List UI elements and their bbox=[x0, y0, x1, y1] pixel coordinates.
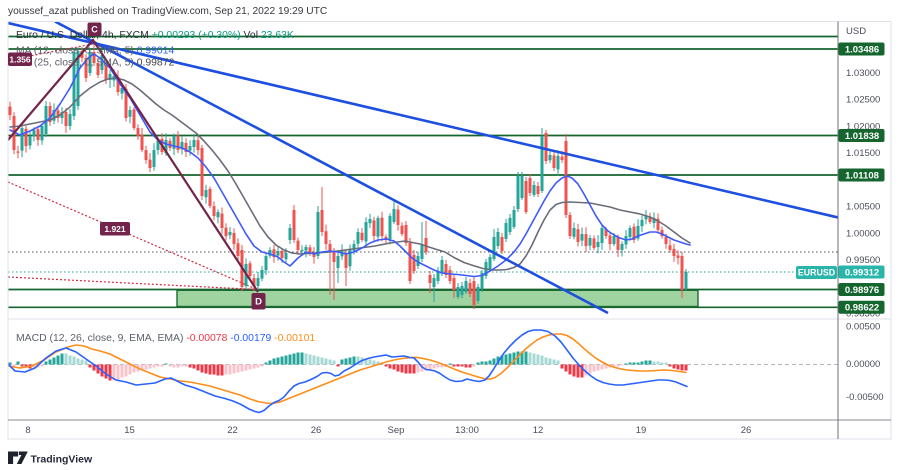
svg-text:1.03000: 1.03000 bbox=[846, 68, 880, 79]
svg-text:C: C bbox=[91, 24, 98, 34]
svg-text:12: 12 bbox=[533, 425, 544, 436]
svg-text:-0.00500: -0.00500 bbox=[846, 392, 884, 403]
svg-text:13:00: 13:00 bbox=[455, 425, 479, 436]
svg-text:22: 22 bbox=[227, 425, 238, 436]
svg-text:Euro / U.S. Dollar, 4h, FXCM: Euro / U.S. Dollar, 4h, FXCM +0.00293 (+… bbox=[16, 30, 294, 41]
svg-text:1.02000: 1.02000 bbox=[846, 121, 880, 132]
svg-text:MACD (12, 26, close, 9, EMA, E: MACD (12, 26, close, 9, EMA, EMA) -0.000… bbox=[16, 333, 315, 344]
svg-text:EURUSD: EURUSD bbox=[798, 267, 835, 277]
svg-text:1.01500: 1.01500 bbox=[846, 148, 880, 159]
svg-text:8: 8 bbox=[25, 425, 30, 436]
svg-text:1.00500: 1.00500 bbox=[846, 202, 880, 213]
svg-text:MA (25, close, 0, SMA, 5) 0.99: MA (25, close, 0, SMA, 5) 0.99872 bbox=[16, 58, 174, 69]
svg-text:0.98622: 0.98622 bbox=[845, 303, 879, 314]
svg-text:0.98976: 0.98976 bbox=[845, 285, 879, 296]
svg-text:1.921: 1.921 bbox=[104, 224, 126, 234]
svg-text:15: 15 bbox=[124, 425, 135, 436]
svg-text:1.356: 1.356 bbox=[9, 54, 31, 64]
svg-text:0.99312: 0.99312 bbox=[845, 267, 879, 278]
svg-text:1.01108: 1.01108 bbox=[845, 170, 879, 181]
svg-text:26: 26 bbox=[311, 425, 322, 436]
svg-text:TradingView: TradingView bbox=[31, 454, 93, 466]
svg-text:USD: USD bbox=[846, 26, 866, 37]
svg-text:1.03486: 1.03486 bbox=[845, 44, 879, 55]
svg-text:19: 19 bbox=[636, 425, 647, 436]
svg-text:Sep: Sep bbox=[388, 425, 405, 436]
svg-text:D: D bbox=[255, 296, 262, 307]
svg-text:26: 26 bbox=[741, 425, 752, 436]
svg-text:MA (12, close, 0, SMA, 5) 0.99: MA (12, close, 0, SMA, 5) 0.99014 bbox=[16, 46, 174, 57]
svg-text:0.00000: 0.00000 bbox=[846, 359, 880, 370]
svg-text:0.00500: 0.00500 bbox=[846, 322, 880, 333]
svg-text:1.00000: 1.00000 bbox=[846, 228, 880, 239]
svg-text:1.02500: 1.02500 bbox=[846, 95, 880, 106]
svg-text:youssef_azat published on Trad: youssef_azat published on TradingView.co… bbox=[8, 6, 327, 17]
svg-text:0.99500: 0.99500 bbox=[846, 255, 880, 266]
svg-text:0.98500: 0.98500 bbox=[846, 309, 880, 320]
svg-text:1.01838: 1.01838 bbox=[845, 131, 879, 142]
